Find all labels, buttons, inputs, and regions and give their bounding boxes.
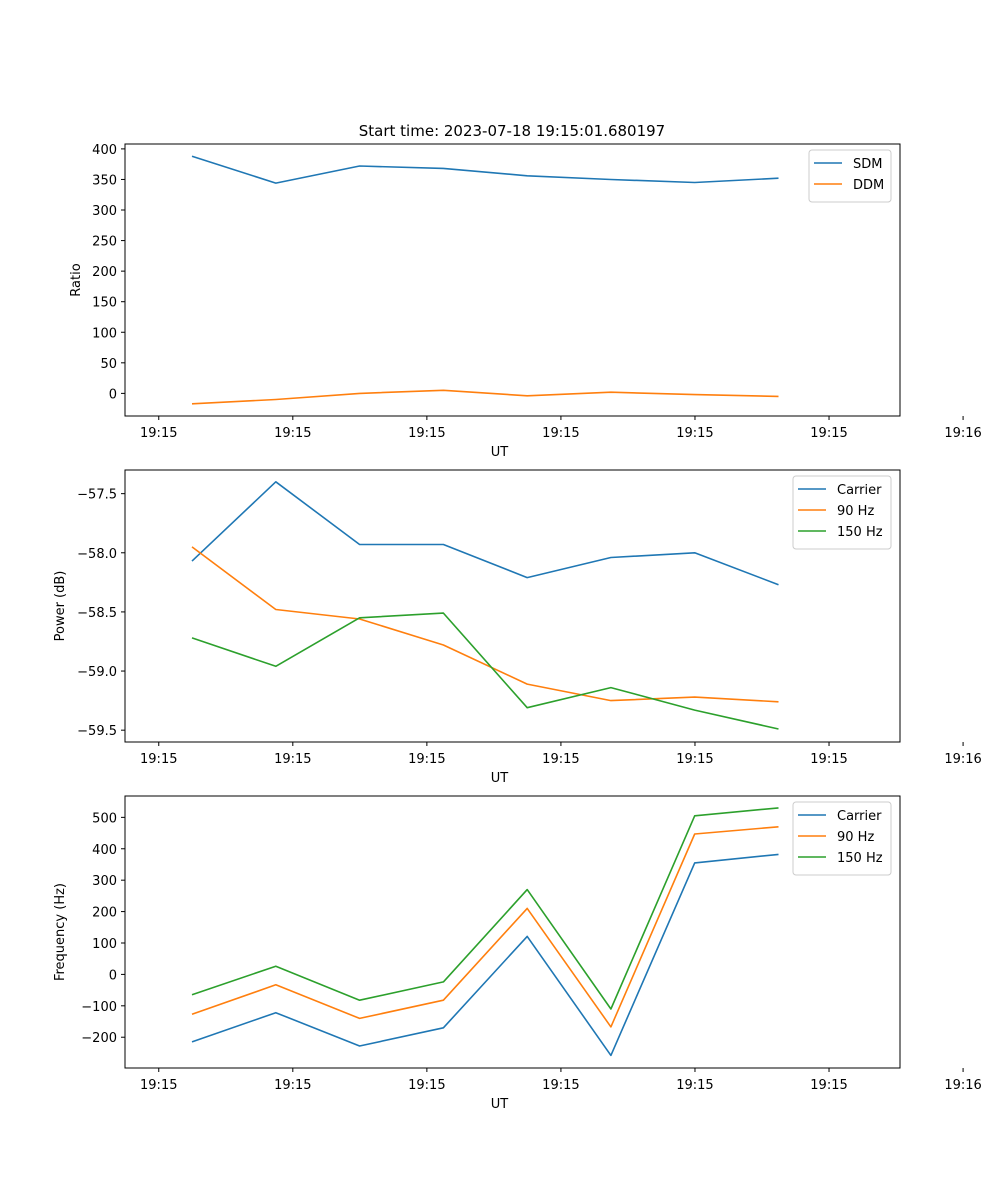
panels: 0 50 100 150 200 250 300 350 400 19:15 19:15 19:15 1… <box>53 143 982 1112</box>
x-tick-label: 19:15 <box>676 426 713 441</box>
axes-frame <box>124 795 901 1069</box>
legend-label: 90 Hz <box>837 504 874 519</box>
y-tick-label: 0 <box>109 968 117 983</box>
x-tick-label: 19:15 <box>274 752 311 767</box>
y-tick-label: 200 <box>92 265 117 280</box>
y-tick-label: −57.5 <box>77 488 117 503</box>
x-tick-label: 19:15 <box>140 1078 177 1093</box>
y-tick-label: 100 <box>92 326 117 341</box>
x-tick-label: 19:15 <box>408 426 445 441</box>
figure-title: Start time: 2023-07-18 19:15:01.680197 <box>359 122 665 140</box>
y-tick-label: −100 <box>81 1000 117 1015</box>
series-line-90-hz <box>191 546 779 703</box>
y-tick-label: −200 <box>81 1031 117 1046</box>
series-line-90-hz <box>191 826 779 1028</box>
y-axis-label: Power (dB) <box>53 571 68 642</box>
series-line-150-hz <box>191 807 779 1010</box>
legend-label: 90 Hz <box>837 830 874 845</box>
y-tick-label: 400 <box>92 143 117 158</box>
axes-frame <box>124 143 901 417</box>
x-tick-label: 19:15 <box>274 426 311 441</box>
legend-label: 150 Hz <box>837 525 883 540</box>
x-tick-label: 19:15 <box>408 752 445 767</box>
legend: Carrier 90 Hz 150 Hz <box>792 801 892 876</box>
x-tick-label: 19:15 <box>542 1078 579 1093</box>
series-line-150-hz <box>191 612 779 730</box>
panel-1: 0 50 100 150 200 250 300 350 400 19:15 19:15 19:15 1… <box>69 143 982 460</box>
legend: SDM DDM <box>808 149 892 203</box>
x-tick-label: 19:15 <box>542 752 579 767</box>
y-tick-label: 300 <box>92 874 117 889</box>
x-tick-label: 19:15 <box>274 1078 311 1093</box>
x-tick-label: 19:15 <box>140 752 177 767</box>
y-tick-label: −59.5 <box>77 724 117 739</box>
x-tick-label: 19:16 <box>944 752 981 767</box>
x-tick-label: 19:15 <box>408 1078 445 1093</box>
y-tick-label: 0 <box>109 387 117 402</box>
x-tick-label: 19:15 <box>676 752 713 767</box>
series-line-ddm <box>191 389 779 405</box>
x-tick-label: 19:16 <box>944 1078 981 1093</box>
y-tick-label: −58.5 <box>77 606 117 621</box>
legend-label: Carrier <box>837 809 882 824</box>
y-tick-label: 50 <box>100 357 117 372</box>
panel-3: 500 400 300 200 100 0 −100 −200 19:15 19:15 19:15 1… <box>53 795 982 1112</box>
series-line-sdm <box>191 155 779 184</box>
y-tick-label: 350 <box>92 173 117 188</box>
x-tick-label: 19:15 <box>140 426 177 441</box>
y-tick-label: 300 <box>92 204 117 219</box>
x-tick-label: 19:15 <box>676 1078 713 1093</box>
panel-2: −57.5 −58.0 −58.5 −59.0 −59.5 19:15 19:15 19:15… <box>53 469 982 786</box>
series-line-carrier <box>191 853 779 1057</box>
x-tick-label: 19:15 <box>810 752 847 767</box>
x-axis-label: UT <box>491 1097 509 1112</box>
legend-label: 150 Hz <box>837 851 883 866</box>
y-axis-label: Ratio <box>69 263 84 296</box>
y-tick-label: 500 <box>92 811 117 826</box>
legend-label: DDM <box>853 178 884 193</box>
y-tick-label: −58.0 <box>77 547 117 562</box>
y-tick-label: 400 <box>92 843 117 858</box>
series-line-carrier <box>191 480 779 586</box>
x-tick-label: 19:15 <box>810 1078 847 1093</box>
x-tick-label: 19:15 <box>810 426 847 441</box>
legend-label: SDM <box>853 157 882 172</box>
x-tick-label: 19:16 <box>944 426 981 441</box>
y-tick-label: 200 <box>92 906 117 921</box>
x-axis-label: UT <box>491 771 509 786</box>
x-axis-label: UT <box>491 445 509 460</box>
y-axis-label: Frequency (Hz) <box>53 883 68 981</box>
legend-label: Carrier <box>837 483 882 498</box>
x-tick-label: 19:15 <box>542 426 579 441</box>
axes-frame <box>124 469 901 743</box>
y-tick-label: −59.0 <box>77 665 117 680</box>
y-tick-label: 250 <box>92 235 117 250</box>
legend: Carrier 90 Hz 150 Hz <box>792 475 892 550</box>
y-tick-label: 150 <box>92 296 117 311</box>
y-tick-label: 100 <box>92 937 117 952</box>
